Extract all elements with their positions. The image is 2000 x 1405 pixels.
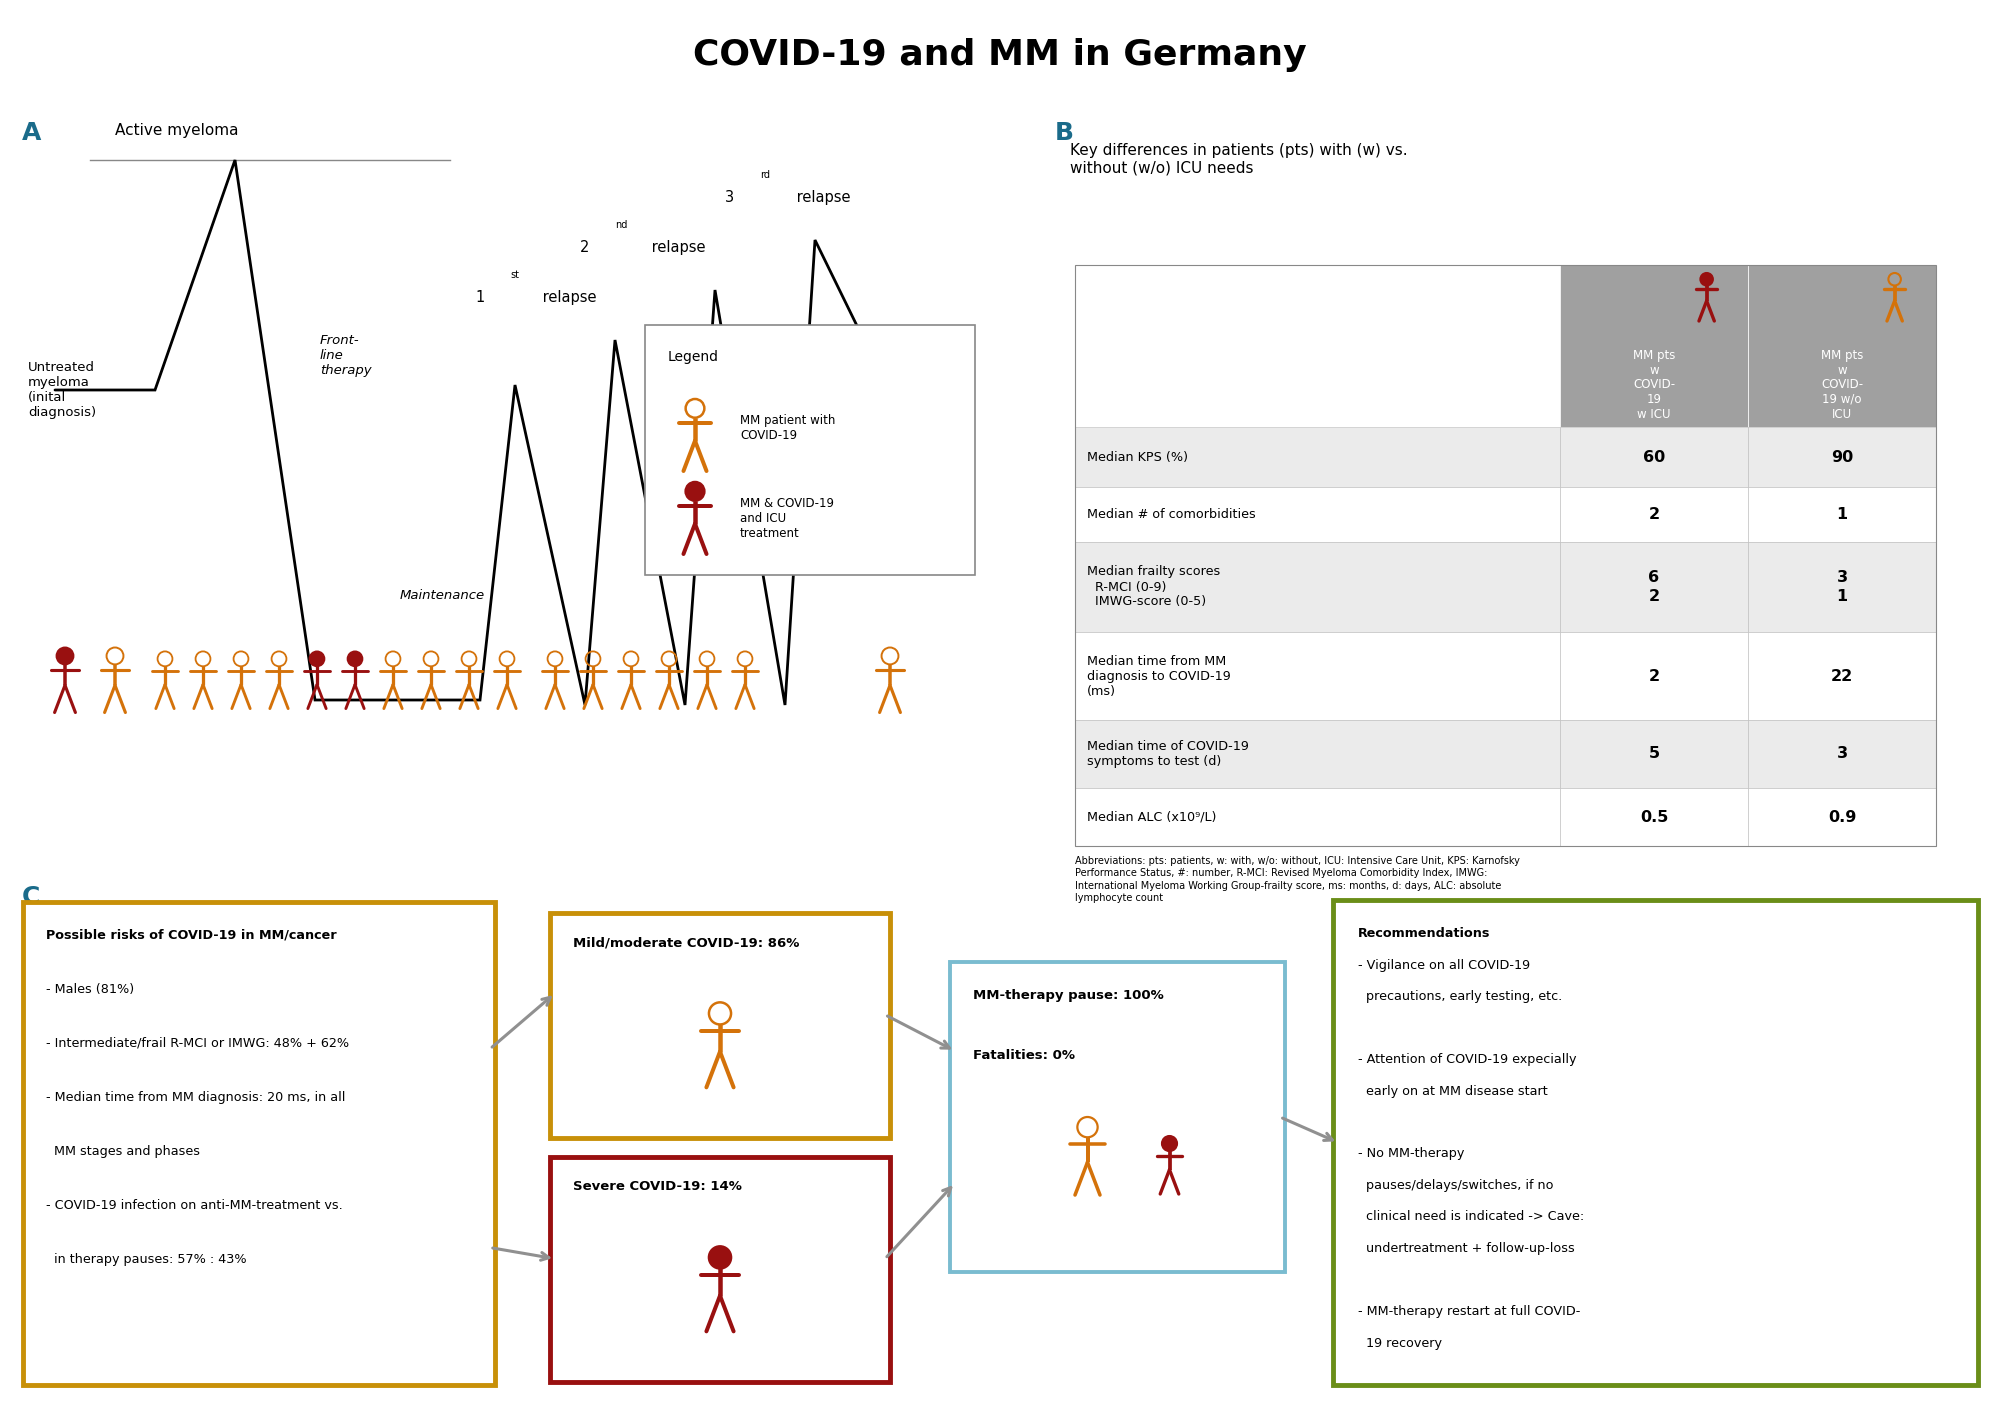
FancyBboxPatch shape: [1748, 788, 1936, 846]
Text: Median time of COVID-19
symptoms to test (d): Median time of COVID-19 symptoms to test…: [1088, 740, 1248, 769]
Text: 0.9: 0.9: [1828, 809, 1856, 825]
FancyBboxPatch shape: [1748, 488, 1936, 542]
FancyBboxPatch shape: [1076, 427, 1560, 488]
FancyBboxPatch shape: [1560, 719, 1748, 788]
Text: 90: 90: [1830, 450, 1854, 465]
Text: - Males (81%): - Males (81%): [46, 983, 134, 996]
FancyBboxPatch shape: [1560, 427, 1748, 488]
Text: B: B: [1056, 121, 1074, 145]
Text: COVID-19 and MM in Germany: COVID-19 and MM in Germany: [694, 38, 1306, 72]
Circle shape: [56, 648, 74, 665]
Text: - Attention of COVID-19 expecially: - Attention of COVID-19 expecially: [1358, 1052, 1576, 1066]
Text: pauses/delays/switches, if no: pauses/delays/switches, if no: [1358, 1179, 1554, 1191]
Text: Key differences in patients (pts) with (w) vs.
without (w/o) ICU needs: Key differences in patients (pts) with (…: [1070, 143, 1408, 176]
FancyBboxPatch shape: [1560, 788, 1748, 846]
Text: Median ALC (x10⁹/L): Median ALC (x10⁹/L): [1088, 811, 1216, 823]
Text: 2: 2: [1648, 507, 1660, 523]
Text: relapse: relapse: [538, 289, 596, 305]
Text: 1: 1: [476, 289, 484, 305]
Text: Maintenance: Maintenance: [400, 589, 486, 601]
Text: Front-
line
therapy: Front- line therapy: [320, 333, 372, 377]
Text: Median time from MM
diagnosis to COVID-19
(ms): Median time from MM diagnosis to COVID-1…: [1088, 655, 1230, 697]
Text: 60: 60: [1642, 450, 1666, 465]
Text: Median frailty scores
  R-MCI (0-9)
  IMWG-score (0-5): Median frailty scores R-MCI (0-9) IMWG-s…: [1088, 565, 1220, 608]
Text: MM pts
w
COVID-
19
w ICU: MM pts w COVID- 19 w ICU: [1632, 350, 1676, 420]
Text: Severe COVID-19: 14%: Severe COVID-19: 14%: [574, 1180, 742, 1193]
Text: 1: 1: [1836, 507, 1848, 523]
FancyBboxPatch shape: [644, 325, 976, 575]
FancyBboxPatch shape: [24, 902, 496, 1385]
Text: 5: 5: [1648, 746, 1660, 762]
Text: 3: 3: [1836, 746, 1848, 762]
Circle shape: [686, 482, 704, 500]
Text: clinical need is indicated -> Cave:: clinical need is indicated -> Cave:: [1358, 1211, 1584, 1224]
FancyBboxPatch shape: [1076, 788, 1560, 846]
Text: C: C: [22, 885, 40, 909]
FancyBboxPatch shape: [1748, 719, 1936, 788]
Circle shape: [1700, 273, 1712, 285]
Text: 3: 3: [724, 190, 734, 205]
Text: 0.5: 0.5: [1640, 809, 1668, 825]
Text: in therapy pauses: 57% : 43%: in therapy pauses: 57% : 43%: [46, 1253, 246, 1266]
Text: Active myeloma: Active myeloma: [114, 124, 238, 138]
Text: MM & COVID-19
and ICU
treatment: MM & COVID-19 and ICU treatment: [740, 496, 834, 540]
Text: MM pts
w
COVID-
19 w/o
ICU: MM pts w COVID- 19 w/o ICU: [1820, 350, 1864, 420]
FancyBboxPatch shape: [1560, 632, 1748, 719]
Text: nd: nd: [616, 221, 628, 230]
Text: - MM-therapy restart at full COVID-: - MM-therapy restart at full COVID-: [1358, 1305, 1580, 1318]
Text: precautions, early testing, etc.: precautions, early testing, etc.: [1358, 991, 1562, 1003]
Text: relapse: relapse: [792, 190, 850, 205]
FancyBboxPatch shape: [1748, 542, 1936, 632]
Text: Untreated
myeloma
(inital
diagnosis): Untreated myeloma (inital diagnosis): [28, 361, 96, 419]
FancyBboxPatch shape: [1076, 266, 1560, 427]
FancyBboxPatch shape: [1076, 488, 1560, 542]
Text: st: st: [510, 270, 520, 280]
Text: early on at MM disease start: early on at MM disease start: [1358, 1085, 1548, 1097]
Text: relapse: relapse: [648, 240, 706, 254]
Text: MM stages and phases: MM stages and phases: [46, 1145, 200, 1158]
Text: undertreatment + follow-up-loss: undertreatment + follow-up-loss: [1358, 1242, 1574, 1255]
Circle shape: [1162, 1137, 1178, 1151]
Text: 22: 22: [1830, 669, 1854, 683]
Text: - COVID-19 infection on anti-MM-treatment vs.: - COVID-19 infection on anti-MM-treatmen…: [46, 1198, 342, 1213]
Text: Fatalities: 0%: Fatalities: 0%: [972, 1050, 1076, 1062]
FancyBboxPatch shape: [1076, 719, 1560, 788]
FancyBboxPatch shape: [1560, 542, 1748, 632]
FancyBboxPatch shape: [1748, 266, 1936, 427]
Text: MM patient with
COVID-19: MM patient with COVID-19: [740, 414, 836, 443]
FancyBboxPatch shape: [1560, 488, 1748, 542]
Text: 2: 2: [1648, 669, 1660, 683]
Text: - No MM-therapy: - No MM-therapy: [1358, 1148, 1464, 1161]
Text: A: A: [22, 121, 42, 145]
Text: 19 recovery: 19 recovery: [1358, 1336, 1442, 1349]
Circle shape: [708, 1246, 732, 1269]
Text: Median # of comorbidities: Median # of comorbidities: [1088, 509, 1256, 521]
FancyBboxPatch shape: [1076, 632, 1560, 719]
Text: - Vigilance on all COVID-19: - Vigilance on all COVID-19: [1358, 958, 1530, 971]
Text: 3
1: 3 1: [1836, 570, 1848, 604]
Text: Mild/moderate COVID-19: 86%: Mild/moderate COVID-19: 86%: [574, 936, 800, 948]
FancyBboxPatch shape: [1748, 427, 1936, 488]
Text: - Median time from MM diagnosis: 20 ms, in all: - Median time from MM diagnosis: 20 ms, …: [46, 1092, 346, 1104]
Text: Recommendations: Recommendations: [1358, 927, 1490, 940]
Circle shape: [348, 652, 362, 666]
Circle shape: [310, 652, 324, 666]
FancyBboxPatch shape: [1748, 632, 1936, 719]
Text: - Intermediate/frail R-MCI or IMWG: 48% + 62%: - Intermediate/frail R-MCI or IMWG: 48% …: [46, 1037, 350, 1050]
Text: 2: 2: [580, 240, 590, 254]
FancyBboxPatch shape: [1076, 542, 1560, 632]
FancyBboxPatch shape: [550, 1156, 890, 1383]
Text: Legend: Legend: [668, 350, 720, 364]
Text: Abbreviations: pts: patients, w: with, w/o: without, ICU: Intensive Care Unit, K: Abbreviations: pts: patients, w: with, w…: [1076, 856, 1520, 903]
FancyBboxPatch shape: [950, 962, 1284, 1272]
FancyBboxPatch shape: [550, 913, 890, 1138]
Text: Median KPS (%): Median KPS (%): [1088, 451, 1188, 464]
Text: 6
2: 6 2: [1648, 570, 1660, 604]
Text: MM-therapy pause: 100%: MM-therapy pause: 100%: [972, 989, 1164, 1002]
FancyBboxPatch shape: [1332, 901, 1978, 1385]
Text: rd: rd: [760, 170, 770, 180]
FancyBboxPatch shape: [1560, 266, 1748, 427]
Text: Possible risks of COVID-19 in MM/cancer: Possible risks of COVID-19 in MM/cancer: [46, 929, 336, 941]
